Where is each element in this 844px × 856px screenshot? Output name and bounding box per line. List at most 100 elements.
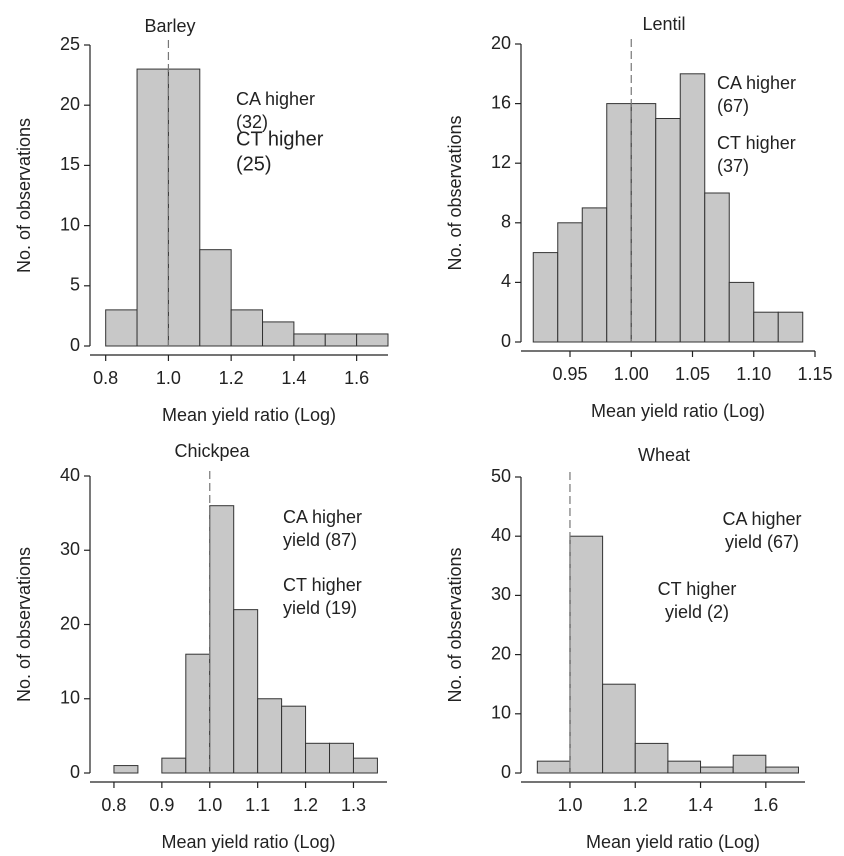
x-tick-label: 1.3 [341,795,366,815]
y-tick-label: 8 [501,212,511,232]
x-tick-label: 1.6 [344,368,369,388]
y-axis-label: No. of observations [445,115,465,270]
x-axis-label: Mean yield ratio (Log) [161,832,335,852]
x-tick-label: 1.4 [688,795,713,815]
y-tick-label: 30 [60,539,80,559]
y-tick-label: 10 [491,703,511,723]
bar [655,118,681,343]
bar [630,103,657,343]
y-tick-label: 0 [70,762,80,782]
y-tick-label: 30 [491,584,511,604]
chart-title: Chickpea [174,441,250,461]
y-axis-label: No. of observations [445,547,465,702]
y-tick-label: 50 [491,466,511,486]
y-tick-label: 20 [60,613,80,633]
y-tick-label: 0 [70,335,80,355]
x-tick-label: 0.8 [93,368,118,388]
annotation: CA higher [717,73,796,93]
y-tick-label: 0 [501,762,511,782]
bar [161,757,187,774]
annotation: yield (19) [283,598,357,618]
bar [352,757,378,774]
annotation: CT higher [283,575,362,595]
bar [293,333,326,347]
y-tick-label: 20 [60,94,80,114]
x-tick-label: 0.95 [552,364,587,384]
chart-title: Barley [144,16,195,36]
y-tick-label: 40 [491,525,511,545]
x-tick-label: 0.9 [149,795,174,815]
y-tick-label: 15 [60,154,80,174]
bar [700,766,734,774]
bar [233,609,259,774]
bar [136,68,169,347]
bar [281,705,307,774]
x-axis-label: Mean yield ratio (Log) [586,832,760,852]
x-tick-label: 1.10 [736,364,771,384]
y-tick-label: 5 [70,275,80,295]
bar [305,742,331,774]
bar [728,281,755,343]
y-tick-label: 16 [491,92,511,112]
x-tick-label: 1.2 [623,795,648,815]
annotation: CT higher [658,579,737,599]
y-tick-label: 40 [60,465,80,485]
annotation: CA higher [236,89,315,109]
bar [581,207,608,343]
x-tick-label: 0.8 [101,795,126,815]
annotation: yield (67) [725,532,799,552]
y-tick-label: 25 [60,34,80,54]
y-axis-label: No. of observations [14,118,34,273]
chart-title: Wheat [638,445,690,465]
x-axis-label: Mean yield ratio (Log) [591,401,765,421]
x-tick-label: 1.4 [281,368,306,388]
annotation: CT higher [236,128,324,150]
x-axis-label: Mean yield ratio (Log) [162,405,336,425]
bar [732,754,767,774]
bar [105,309,138,347]
y-tick-label: 10 [60,214,80,234]
bar [113,765,139,774]
bar [765,766,799,774]
annotation: (37) [717,156,749,176]
bar [777,311,804,343]
annotation: (25) [236,153,272,175]
bar [230,309,264,347]
bar [667,760,702,774]
x-tick-label: 1.1 [245,795,270,815]
y-axis-label: No. of observations [14,547,34,702]
bar [324,333,358,347]
y-tick-label: 4 [501,271,511,291]
bar [569,535,604,774]
y-tick-label: 0 [501,331,511,351]
bar [329,742,354,774]
x-tick-label: 1.2 [219,368,244,388]
annotation: CA higher [722,509,801,529]
bar [602,683,636,774]
bar [753,311,779,343]
bar [679,73,706,343]
bar [557,222,583,343]
annotation: yield (2) [665,602,729,622]
bar [704,192,730,343]
bar [262,321,295,347]
annotation: CA higher [283,507,362,527]
annotation: CT higher [717,133,796,153]
y-tick-label: 20 [491,33,511,53]
x-tick-label: 1.2 [293,795,318,815]
y-tick-label: 20 [491,643,511,663]
bar [209,505,235,774]
bar [532,252,559,343]
x-tick-label: 1.15 [797,364,832,384]
x-tick-label: 1.05 [675,364,710,384]
bar [167,68,201,347]
x-tick-label: 1.0 [557,795,582,815]
annotation: (67) [717,96,749,116]
x-tick-label: 1.00 [614,364,649,384]
bar [634,742,669,774]
bar [257,698,283,774]
chart-title: Lentil [642,14,685,34]
bar [185,653,211,774]
x-tick-label: 1.0 [156,368,181,388]
